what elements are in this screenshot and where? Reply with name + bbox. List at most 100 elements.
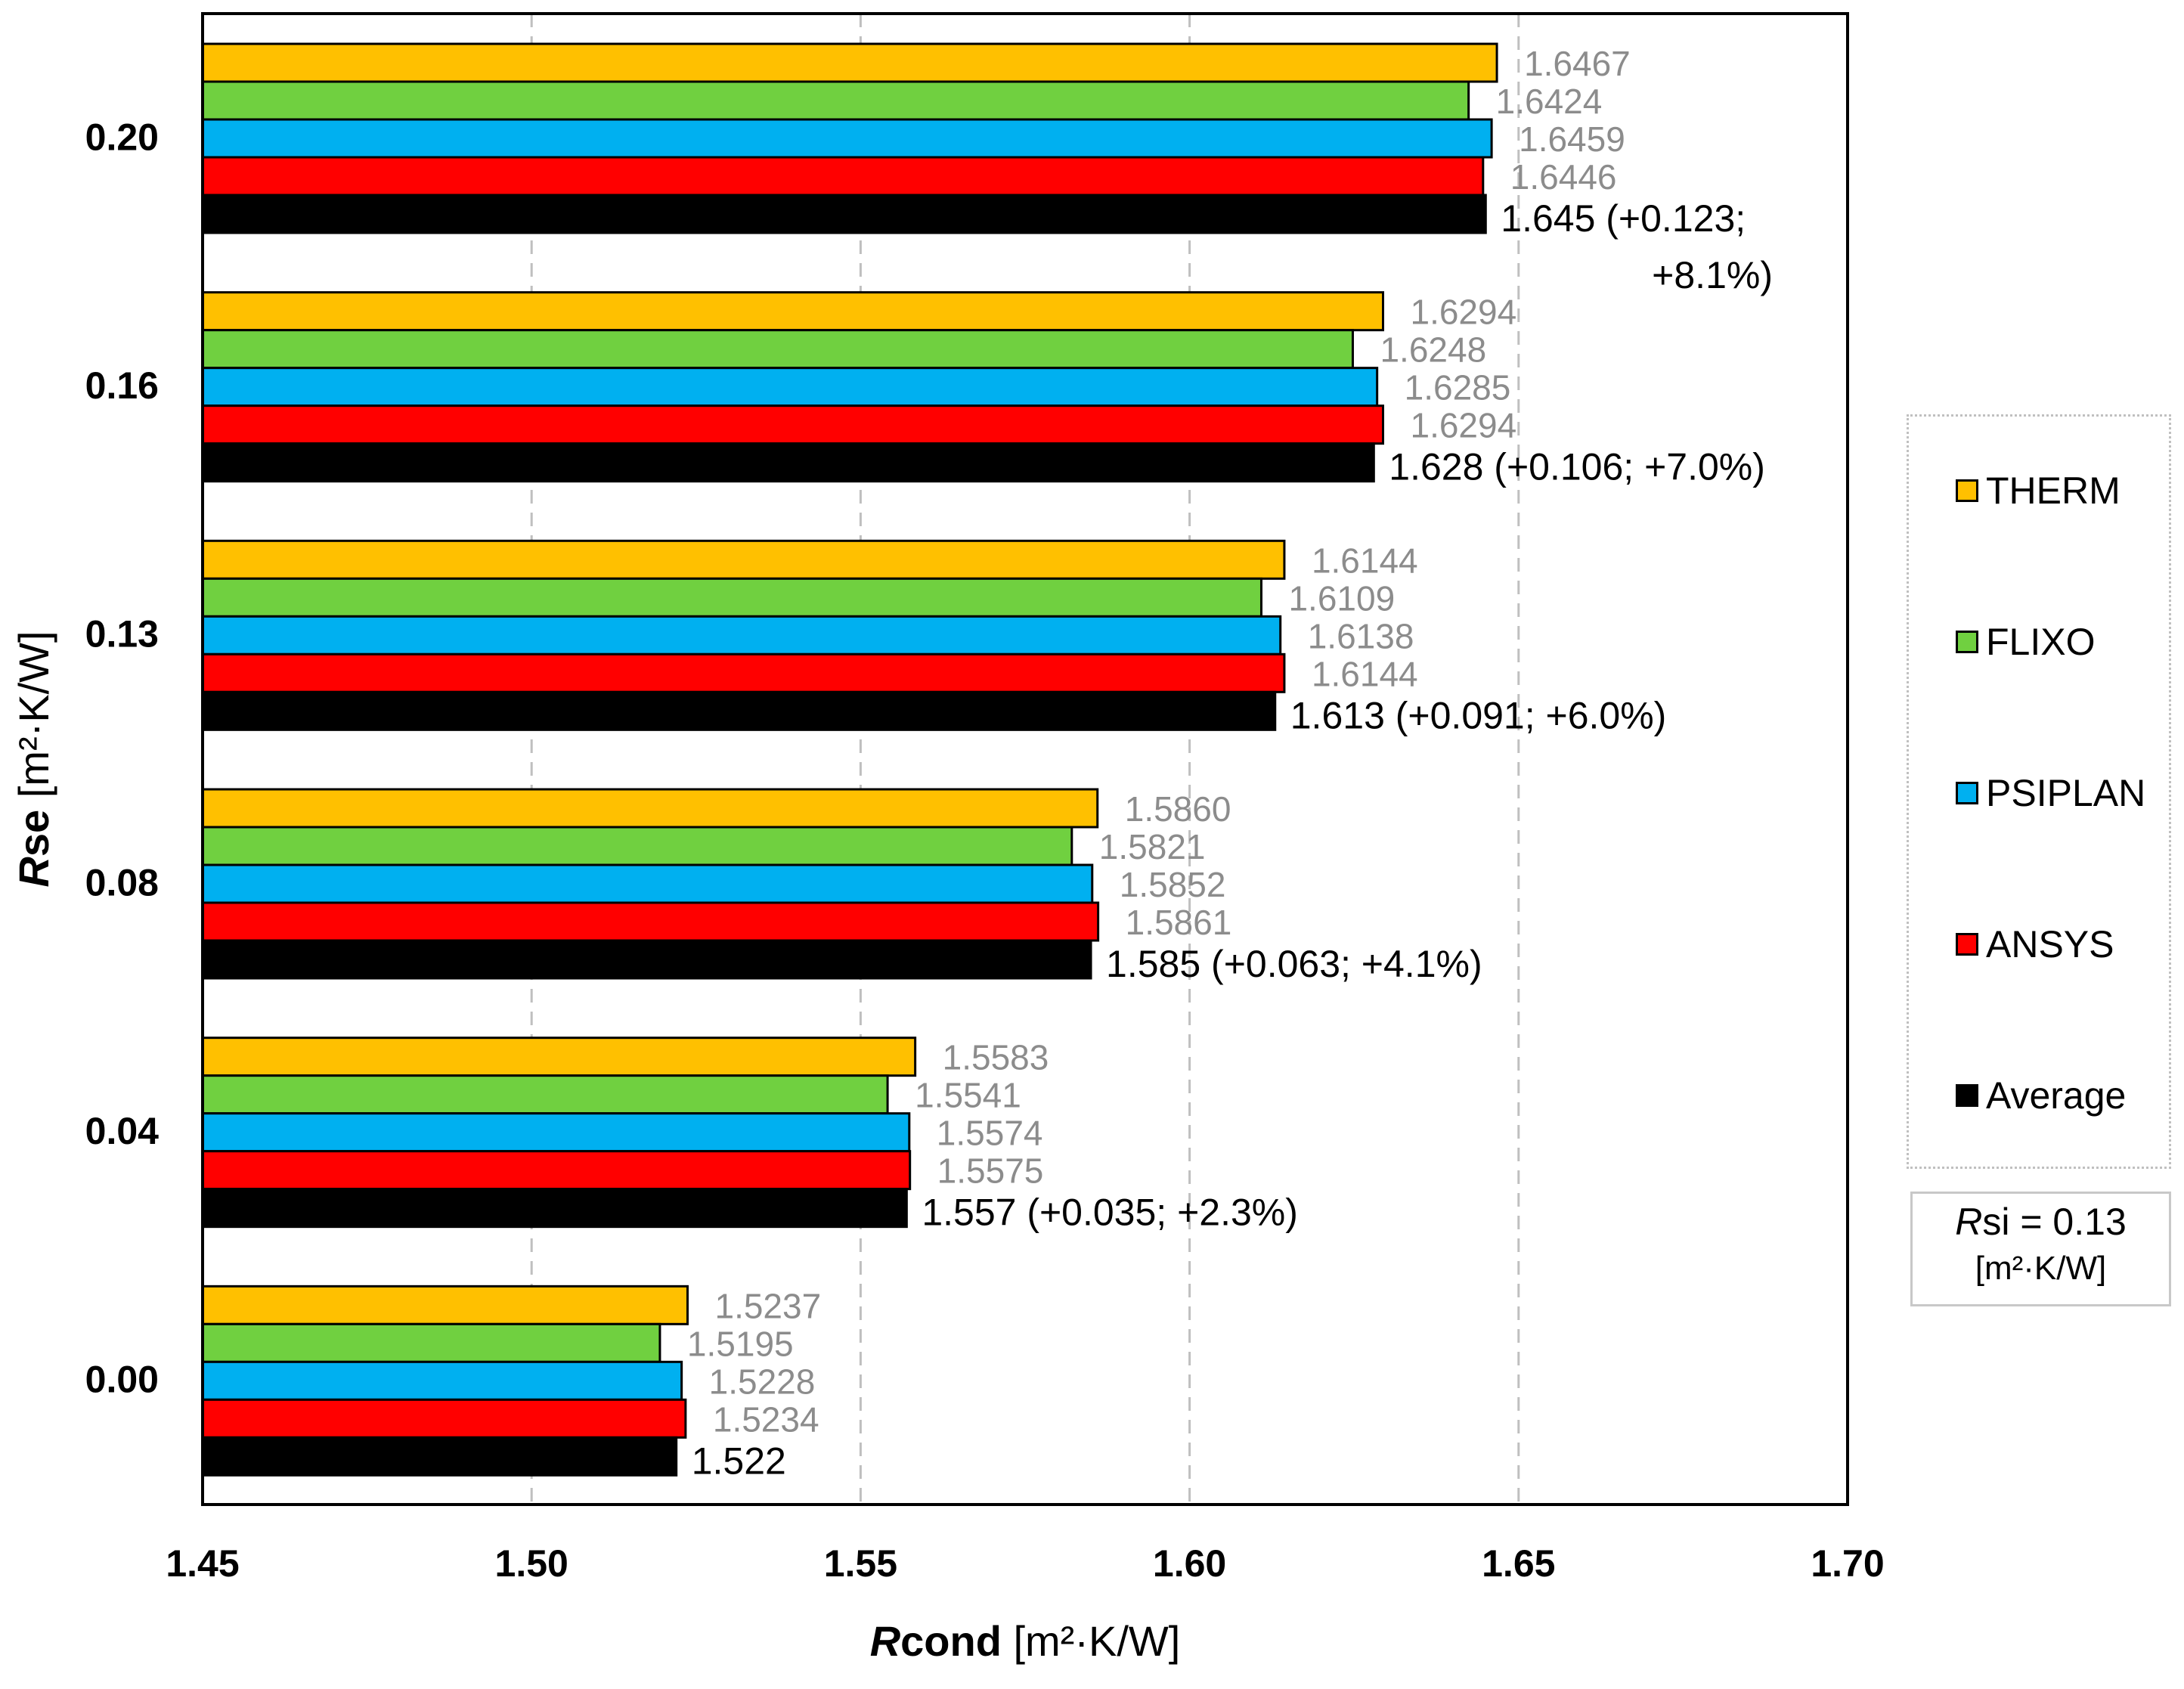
legend-item-therm: THERM [1956, 468, 2120, 513]
bar-flixo [201, 826, 1073, 866]
value-label-therm: 1.6144 [1312, 541, 1418, 580]
value-label-psiplan: 1.5228 [709, 1362, 816, 1401]
bar-ansys [201, 404, 1384, 445]
average-value-label: 1.628 (+0.106; +7.0%) [1389, 446, 1765, 488]
average-value-label: 1.645 (+0.123; [1501, 197, 1746, 240]
legend-swatch-psiplan [1956, 782, 1978, 804]
x-axis-label-sub: cond [900, 1617, 1002, 1665]
y-axis-label-sub: se [10, 810, 57, 857]
bar-average [201, 690, 1277, 731]
x-axis-label-italic: R [870, 1617, 901, 1665]
y-tick-label: 0.16 [85, 364, 159, 407]
x-tick-label: 1.70 [1811, 1542, 1884, 1585]
value-label-flixo: 1.5195 [687, 1324, 794, 1363]
bar-ansys [201, 1150, 912, 1191]
value-label-flixo: 1.5821 [1099, 827, 1206, 866]
bar-psiplan [201, 118, 1493, 159]
value-label-ansys: 1.5861 [1126, 903, 1232, 942]
rsi-annotation-unit: [m²·K/W] [1975, 1250, 2107, 1287]
average-value-label: 1.585 (+0.063; +4.1%) [1106, 943, 1482, 985]
rsi-annotation-italic: R [1955, 1201, 1983, 1243]
bar-psiplan [201, 615, 1282, 655]
bar-flixo [201, 577, 1262, 618]
bar-flixo [201, 80, 1470, 121]
value-label-psiplan: 1.5852 [1120, 865, 1226, 904]
y-axis-label-unit: [m²·K/W] [10, 631, 57, 809]
bar-therm [201, 539, 1286, 580]
legend-swatch-flixo [1956, 631, 1978, 653]
y-tick-label: 0.04 [85, 1110, 160, 1152]
plot-area-background [203, 14, 1848, 1505]
bar-therm [201, 1285, 689, 1325]
value-label-therm: 1.6294 [1410, 293, 1516, 332]
value-label-psiplan: 1.6459 [1519, 119, 1625, 159]
y-tick-labels: 0.20 0.16 0.13 0.08 0.04 0.00 [85, 116, 160, 1400]
legend-swatch-therm [1956, 479, 1978, 502]
bar-flixo [201, 1074, 889, 1115]
legend-item-ansys: ANSYS [1956, 922, 2114, 967]
average-value-label: +8.1%) [1652, 254, 1773, 296]
bar-therm [201, 788, 1099, 829]
average-value-label: 1.557 (+0.035; +2.3%) [922, 1192, 1298, 1234]
value-label-ansys: 1.6144 [1312, 654, 1418, 693]
bar-average [201, 1188, 908, 1229]
legend-swatch-average [1956, 1084, 1978, 1107]
legend-label-average: Average [1986, 1074, 2127, 1117]
bar-psiplan [201, 1112, 911, 1153]
legend-label-psiplan: PSIPLAN [1986, 772, 2146, 814]
bars [201, 42, 1498, 1477]
value-label-ansys: 1.5234 [713, 1399, 819, 1439]
value-label-psiplan: 1.6285 [1405, 368, 1511, 408]
bar-therm [201, 291, 1384, 332]
value-label-therm: 1.6467 [1524, 44, 1631, 83]
legend-label-therm: THERM [1986, 470, 2120, 512]
value-label-flixo: 1.6248 [1380, 330, 1486, 370]
plot-area-border [201, 12, 1849, 1506]
value-label-therm: 1.5860 [1125, 789, 1231, 829]
bar-psiplan [201, 367, 1379, 408]
legend: THERM FLIXO PSIPLAN ANSYS Average [1907, 414, 2171, 1169]
bar-psiplan [201, 863, 1094, 904]
value-label-psiplan: 1.6138 [1308, 616, 1414, 655]
bar-ansys [201, 901, 1100, 942]
x-axis-label-unit: [m²·K/W] [1002, 1617, 1180, 1665]
y-tick-label: 0.13 [85, 613, 159, 655]
y-axis-label: Rse [m²·K/W] [10, 631, 57, 887]
y-tick-label: 0.20 [85, 116, 159, 158]
bar-ansys [201, 652, 1286, 693]
legend-label-flixo: FLIXO [1986, 621, 2096, 663]
value-label-flixo: 1.5541 [915, 1076, 1021, 1115]
value-label-psiplan: 1.5574 [937, 1114, 1043, 1153]
value-label-flixo: 1.6109 [1288, 578, 1395, 618]
legend-label-ansys: ANSYS [1986, 923, 2114, 965]
x-tick-label: 1.45 [166, 1542, 239, 1585]
bar-psiplan [201, 1360, 683, 1401]
value-label-flixo: 1.6424 [1496, 82, 1603, 121]
value-label-ansys: 1.5575 [937, 1151, 1044, 1191]
bar-average [201, 442, 1375, 483]
x-tick-label: 1.65 [1482, 1542, 1555, 1585]
y-tick-label: 0.00 [85, 1359, 159, 1401]
average-value-label: 1.522 [692, 1440, 786, 1482]
x-tick-label: 1.60 [1153, 1542, 1226, 1585]
x-tick-labels: 1.45 1.50 1.55 1.60 1.65 1.70 [166, 1542, 1884, 1585]
legend-item-flixo: FLIXO [1956, 619, 2095, 665]
bar-flixo [201, 1322, 661, 1363]
bar-average [201, 194, 1487, 234]
value-label-therm: 1.5583 [943, 1038, 1049, 1077]
legend-item-average: Average [1956, 1073, 2126, 1118]
bar-flixo [201, 329, 1354, 370]
x-axis-label: Rcond [m²·K/W] [870, 1617, 1181, 1665]
legend-item-psiplan: PSIPLAN [1956, 770, 2145, 816]
rsi-annotation: Rsi = 0.13 [m²·K/W] [1910, 1192, 2171, 1306]
rsi-annotation-value: Rsi = 0.13 [1913, 1200, 2169, 1244]
bar-therm [201, 42, 1498, 83]
legend-swatch-ansys [1956, 933, 1978, 956]
x-tick-label: 1.50 [495, 1542, 568, 1585]
bar-average [201, 1436, 678, 1477]
bar-ansys [201, 156, 1485, 197]
average-value-label: 1.613 (+0.091; +6.0%) [1290, 694, 1667, 736]
rsi-annotation-rest: si = 0.13 [1982, 1201, 2127, 1243]
value-label-ansys: 1.6294 [1410, 406, 1516, 445]
bar-average [201, 939, 1092, 980]
